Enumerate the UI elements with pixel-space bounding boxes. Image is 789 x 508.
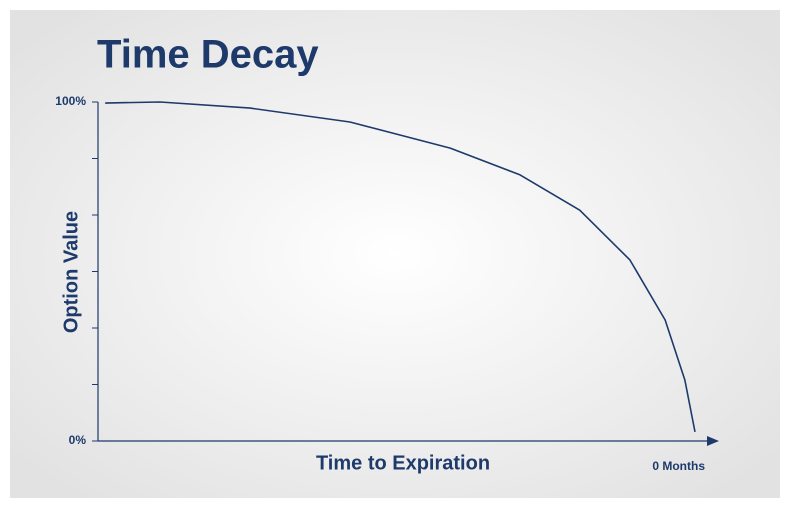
y-tick-label: 100% <box>55 94 86 108</box>
line-series <box>105 101 696 433</box>
x-axis-arrow <box>707 436 719 446</box>
chart-title: Time Decay <box>97 33 319 77</box>
y-tick-label: 0% <box>69 433 87 447</box>
y-axis-label: Option Value <box>60 211 82 333</box>
x-tick-label: 0 Months <box>652 459 705 473</box>
x-axis-label: Time to Expiration <box>316 452 490 474</box>
background <box>10 10 780 498</box>
